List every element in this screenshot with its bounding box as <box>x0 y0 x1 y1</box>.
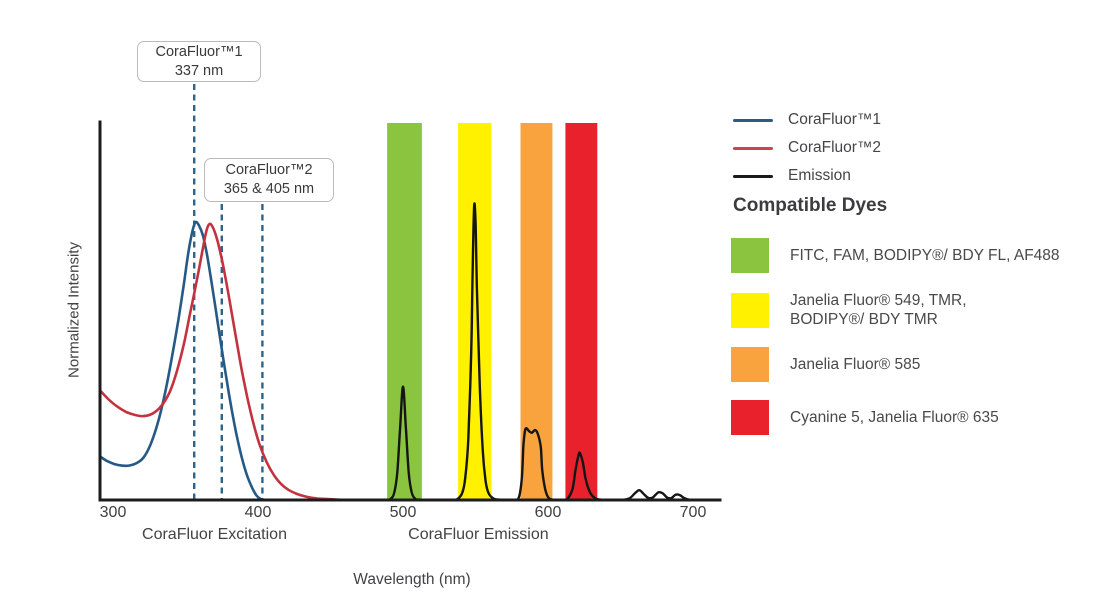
filter-band-green <box>387 123 422 499</box>
dye-row-orange: Janelia Fluor® 585 <box>731 347 1060 382</box>
dye-row-red: Cyanine 5, Janelia Fluor® 635 <box>731 400 1060 435</box>
dye-label: Janelia Fluor® 585 <box>790 356 921 373</box>
annotation-wavelength: 337 nm <box>174 62 224 79</box>
compatible-dyes-heading: Compatible Dyes <box>733 195 888 216</box>
dye-label: Janelia Fluor® 549, TMR, BODIPY®/ BDY TM… <box>790 292 967 328</box>
legend-item-emission: Emission <box>733 164 881 188</box>
filter-band-yellow <box>458 123 492 499</box>
compatible-dyes-list: FITC, FAM, BODIPY®/ BDY FL, AF488 Janeli… <box>731 238 1060 453</box>
annotation-title: CoraFluor™1 <box>155 43 243 60</box>
x-tick-label: 600 <box>534 504 562 521</box>
legend-label: Emission <box>788 167 851 184</box>
x-axis-label: Wavelength (nm) <box>353 571 471 588</box>
legend-label: CoraFluor™1 <box>788 111 882 128</box>
dye-row-yellow: Janelia Fluor® 549, TMR, BODIPY®/ BDY TM… <box>731 291 1060 329</box>
filter-band-orange <box>520 123 553 499</box>
legend-line-swatch <box>733 146 773 150</box>
annotation-box-corafluor1: CoraFluor™1 337 nm <box>137 41 261 82</box>
chart-legend: CoraFluor™1 CoraFluor™2 Emission <box>733 108 881 188</box>
y-axis-label: Normalized Intensity <box>65 242 83 378</box>
legend-item-corafluor1: CoraFluor™1 <box>733 108 881 132</box>
legend-item-corafluor2: CoraFluor™2 <box>733 136 881 160</box>
axis-caption: CoraFluor Excitation <box>142 526 287 543</box>
green-filter-swatch <box>731 238 769 273</box>
annotation-wavelength: 365 & 405 nm <box>223 181 315 197</box>
dye-label: FITC, FAM, BODIPY®/ BDY FL, AF488 <box>790 247 1060 264</box>
curve-excitation-corafluor2 <box>98 222 347 502</box>
x-tick-label: 700 <box>679 504 707 521</box>
filter-band-red <box>565 123 598 499</box>
axes <box>98 120 722 502</box>
orange-filter-swatch <box>731 347 769 382</box>
x-tick-label: 300 <box>99 504 127 521</box>
annotation-box-corafluor2: CoraFluor™2 365 & 405 nm <box>204 158 334 202</box>
curve-excitation-corafluor1 <box>98 220 266 502</box>
x-tick-label: 400 <box>244 504 272 521</box>
dye-row-green: FITC, FAM, BODIPY®/ BDY FL, AF488 <box>731 238 1060 273</box>
red-filter-swatch <box>731 400 769 435</box>
annotation-title: CoraFluor™2 <box>225 162 313 178</box>
yellow-filter-swatch <box>731 292 769 328</box>
legend-label: CoraFluor™2 <box>788 139 882 156</box>
x-tick-label: 500 <box>389 504 417 521</box>
legend-line-swatch <box>733 118 773 122</box>
dye-label: Cyanine 5, Janelia Fluor® 635 <box>790 409 999 426</box>
axis-caption: CoraFluor Emission <box>408 526 549 543</box>
legend-line-swatch <box>733 174 773 178</box>
